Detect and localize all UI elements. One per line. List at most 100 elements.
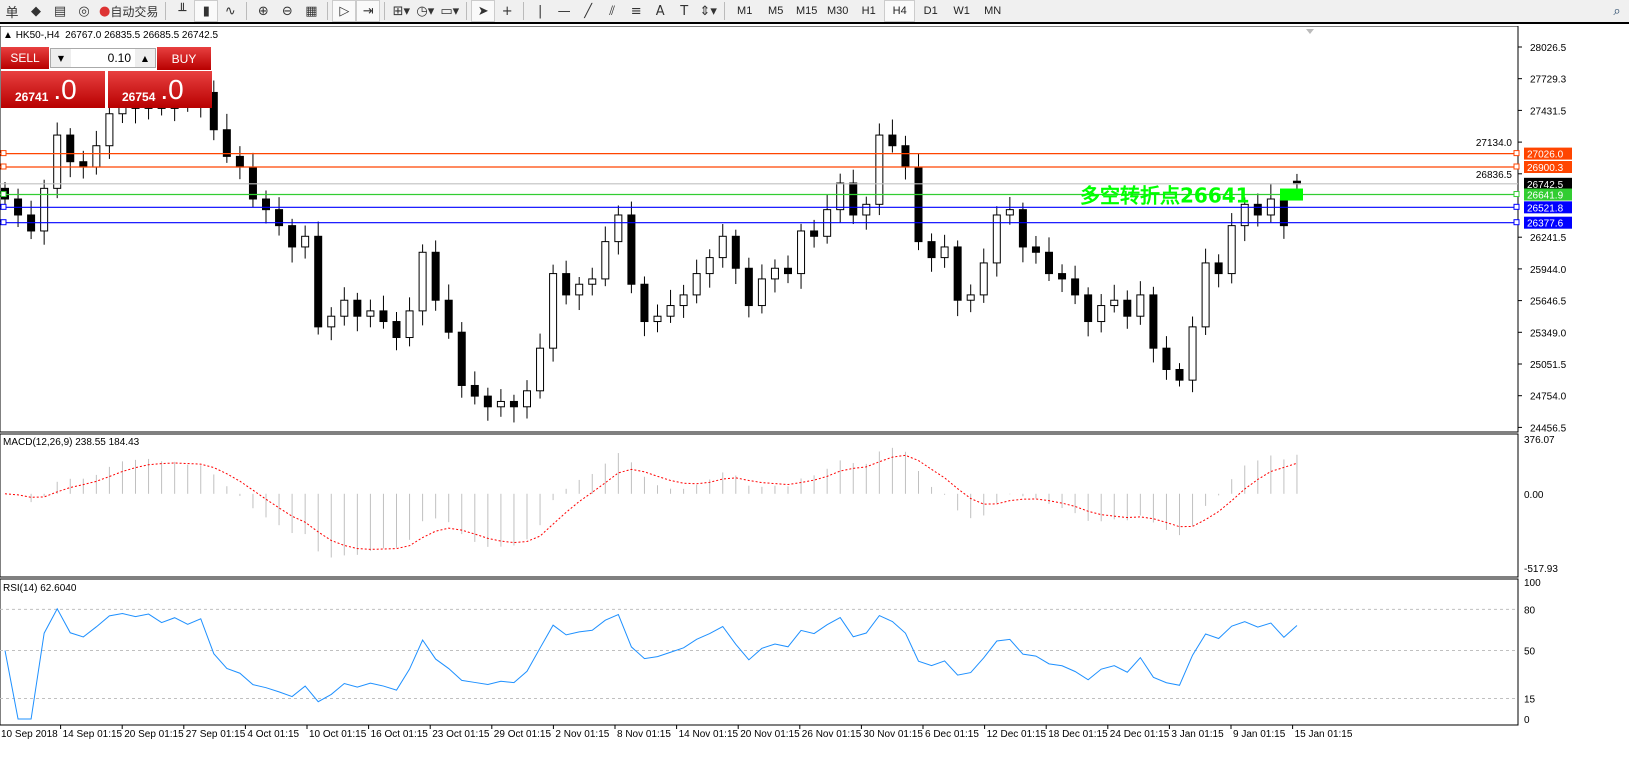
indicators-icon[interactable]: ⊞▾ xyxy=(392,3,411,19)
zoom-out-icon[interactable]: ⊖ xyxy=(281,3,293,19)
candle xyxy=(379,295,388,329)
candle-body xyxy=(927,241,936,259)
timeframe-m1[interactable]: M1 xyxy=(737,5,753,17)
collapse-icon[interactable]: ▲ xyxy=(3,30,13,41)
level-handle[interactable] xyxy=(1513,163,1520,170)
timeframe-h4[interactable]: H4 xyxy=(884,0,916,22)
candle-body xyxy=(1136,294,1145,317)
sell-price: 26741 xyxy=(15,90,49,104)
arrows-icon[interactable]: ⇕▾ xyxy=(699,3,717,19)
terminal-icon[interactable]: ▤ xyxy=(53,3,67,19)
chart-shift-marker[interactable] xyxy=(1306,29,1314,34)
candle xyxy=(105,104,114,159)
candle-body xyxy=(1188,326,1197,381)
level-handle[interactable] xyxy=(0,150,7,157)
vertical-line-icon[interactable]: | xyxy=(537,3,543,19)
text-icon[interactable]: A xyxy=(655,3,665,19)
level-handle[interactable] xyxy=(0,191,7,198)
time-tick-label: 24 Dec 01:15 xyxy=(1110,729,1170,740)
fibonacci-icon[interactable]: ≡ xyxy=(630,3,642,19)
signal-icon[interactable]: ◎ xyxy=(78,3,90,19)
candle xyxy=(1097,294,1106,333)
candle xyxy=(53,122,62,199)
level-price-label: 26521.8 xyxy=(1527,203,1564,214)
candle xyxy=(549,264,558,362)
pivot-marker[interactable] xyxy=(1280,188,1303,201)
level-handle[interactable] xyxy=(1513,191,1520,198)
buy-price-button[interactable]: 26754 .0 xyxy=(108,71,212,108)
zoom-in-icon[interactable]: ⊕ xyxy=(257,3,269,19)
candle-body xyxy=(209,91,218,131)
time-tick-label: 2 Nov 01:15 xyxy=(555,729,609,740)
periods-icon[interactable]: ◷▾ xyxy=(416,3,435,19)
price-tick-label: 27431.5 xyxy=(1530,106,1567,117)
cursor-icon[interactable]: ➤ xyxy=(471,0,496,22)
orders-icon[interactable]: 单 xyxy=(5,5,19,21)
level-handle[interactable] xyxy=(0,219,7,226)
tile-windows-icon[interactable]: ▦ xyxy=(305,3,318,19)
candle-body xyxy=(810,230,819,237)
level-handle[interactable] xyxy=(0,163,7,170)
candle-body xyxy=(562,273,571,296)
lot-decrease-button[interactable]: ▼ xyxy=(51,49,71,67)
macd-label: MACD(12,26,9) 238.55 184.43 xyxy=(3,437,140,448)
candle-body xyxy=(588,278,597,285)
level-handle[interactable] xyxy=(1513,203,1520,210)
text-label-icon[interactable]: T xyxy=(680,3,689,19)
candle-body xyxy=(314,235,323,328)
candle xyxy=(953,240,962,317)
candle-body xyxy=(1253,203,1262,216)
candle xyxy=(627,201,636,294)
timeframe-w1[interactable]: W1 xyxy=(953,5,970,17)
search-icon[interactable]: ⌕ xyxy=(1613,3,1621,19)
timeframe-mn[interactable]: MN xyxy=(984,5,1002,17)
candle-body xyxy=(1175,368,1184,381)
crosshair-icon[interactable]: + xyxy=(501,3,513,19)
one-click-trading-panel: SELL ▼ 0.10 ▲ BUY 26741 .0 26754 .0 xyxy=(0,47,212,108)
level-handle[interactable] xyxy=(0,203,7,210)
candle xyxy=(1214,254,1223,288)
templates-icon[interactable]: ▭▾ xyxy=(440,3,460,19)
timeframe-m5[interactable]: M5 xyxy=(768,5,784,17)
lot-size-input[interactable]: 0.10 xyxy=(107,51,131,65)
auto-trading-button[interactable]: ● 自动交易 xyxy=(96,0,161,22)
timeframe-h1[interactable]: H1 xyxy=(861,5,876,17)
candle xyxy=(836,173,845,223)
timeframe-m30[interactable]: M30 xyxy=(826,5,849,17)
buy-button[interactable]: BUY xyxy=(157,47,211,70)
chart-window[interactable]: 28026.5 27729.3 27431.5 27134.0 26836.5 26241… xyxy=(0,26,1629,773)
time-tick-label: 16 Oct 01:15 xyxy=(371,729,429,740)
sell-button[interactable]: SELL xyxy=(1,47,49,70)
candle-body xyxy=(235,155,244,168)
candle xyxy=(1005,196,1014,225)
lot-increase-button[interactable]: ▲ xyxy=(135,49,155,67)
trendline-icon[interactable]: ╱ xyxy=(584,3,593,19)
candle-body xyxy=(940,246,949,259)
equidistant-channel-icon[interactable]: ⫽ xyxy=(609,3,616,19)
auto-scroll-icon[interactable]: ▷ xyxy=(332,0,357,22)
history-icon[interactable]: ◆ xyxy=(31,3,41,19)
candle-body xyxy=(575,283,584,296)
candle-body xyxy=(692,273,701,296)
chart-shift-icon[interactable]: ⇥ xyxy=(356,0,381,22)
candle-body xyxy=(1201,262,1210,328)
bar-chart-icon[interactable]: ╨ xyxy=(178,3,187,19)
candle xyxy=(653,304,662,333)
candle xyxy=(1136,281,1145,325)
timeframe-m15[interactable]: M15 xyxy=(795,5,818,17)
candle xyxy=(588,267,597,296)
candle xyxy=(1045,237,1053,282)
timeframe-d1[interactable]: D1 xyxy=(923,5,938,17)
level-handle[interactable] xyxy=(1513,219,1520,226)
horizontal-line-icon[interactable]: — xyxy=(557,3,571,19)
level-price-label: 26742.5 xyxy=(1527,180,1564,191)
candlestick-icon[interactable]: ▮ xyxy=(194,0,219,22)
sell-price-button[interactable]: 26741 .0 xyxy=(1,71,105,108)
price-tick-label: 28026.5 xyxy=(1530,43,1567,54)
level-handle[interactable] xyxy=(1513,150,1520,157)
pivot-annotation[interactable]: 多空转折点26641 xyxy=(1080,184,1250,208)
lot-size-stepper[interactable]: ▼ 0.10 ▲ xyxy=(50,48,156,68)
candle xyxy=(927,233,936,272)
line-chart-icon[interactable]: ∿ xyxy=(224,3,236,19)
candle xyxy=(692,259,701,304)
